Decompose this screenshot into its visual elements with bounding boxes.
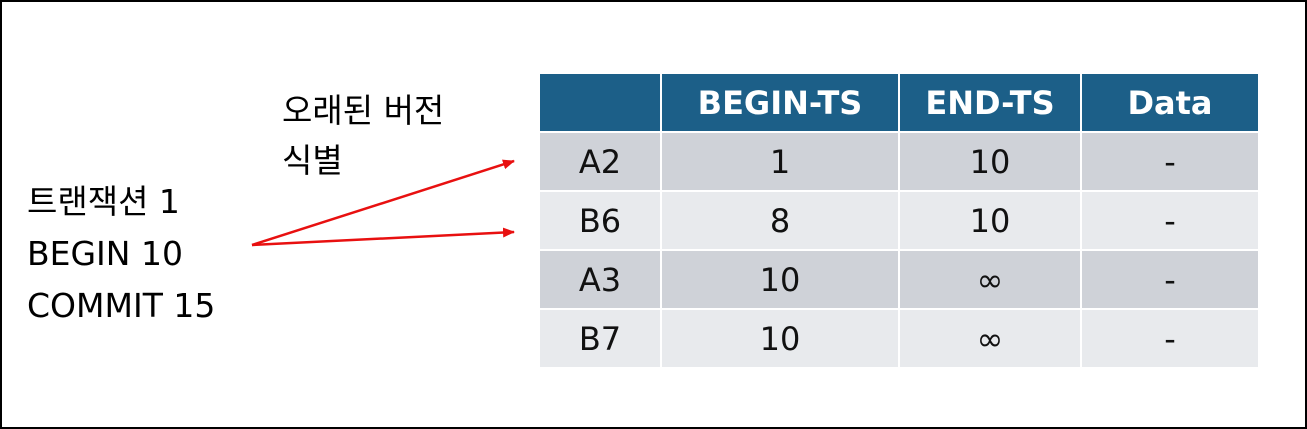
table-row: B7 10 ∞ - [538, 308, 1260, 369]
cell-data: - [1080, 249, 1260, 310]
cell-key: A2 [538, 131, 662, 192]
cell-begin-ts: 10 [660, 308, 900, 369]
cell-key: B7 [538, 308, 662, 369]
cell-data: - [1080, 131, 1260, 192]
cell-data: - [1080, 308, 1260, 369]
cell-key: A3 [538, 249, 662, 310]
cell-end-ts: 10 [898, 190, 1082, 251]
table-row: A2 1 10 - [538, 131, 1260, 192]
transaction-name: 트랜잭션 1 [27, 182, 180, 221]
annotation-line-1: 오래된 버전 [282, 91, 445, 130]
transaction-begin: BEGIN 10 [27, 234, 183, 273]
cell-begin-ts: 1 [660, 131, 900, 192]
table-header-row: BEGIN-TS END-TS Data [538, 72, 1260, 133]
header-key [538, 72, 662, 133]
table-row: A3 10 ∞ - [538, 249, 1260, 310]
cell-end-ts: ∞ [898, 308, 1082, 369]
header-end-ts: END-TS [898, 72, 1082, 133]
transaction-label: 트랜잭션 1 BEGIN 10 COMMIT 15 [27, 176, 215, 332]
cell-end-ts: ∞ [898, 249, 1082, 310]
cell-begin-ts: 8 [660, 190, 900, 251]
annotation-line-2: 식별 [282, 141, 343, 180]
table-row: B6 8 10 - [538, 190, 1260, 251]
arrow-to-a2 [251, 159, 515, 247]
old-version-annotation: 오래된 버전 식별 [282, 86, 444, 186]
cell-key: B6 [538, 190, 662, 251]
cell-begin-ts: 10 [660, 249, 900, 310]
cell-data: - [1080, 190, 1260, 251]
header-data: Data [1080, 72, 1260, 133]
transaction-commit: COMMIT 15 [27, 286, 216, 325]
header-begin-ts: BEGIN-TS [660, 72, 900, 133]
version-table: BEGIN-TS END-TS Data A2 1 10 - B6 8 10 -… [538, 72, 1260, 369]
arrow-to-b6 [251, 227, 515, 247]
cell-end-ts: 10 [898, 131, 1082, 192]
